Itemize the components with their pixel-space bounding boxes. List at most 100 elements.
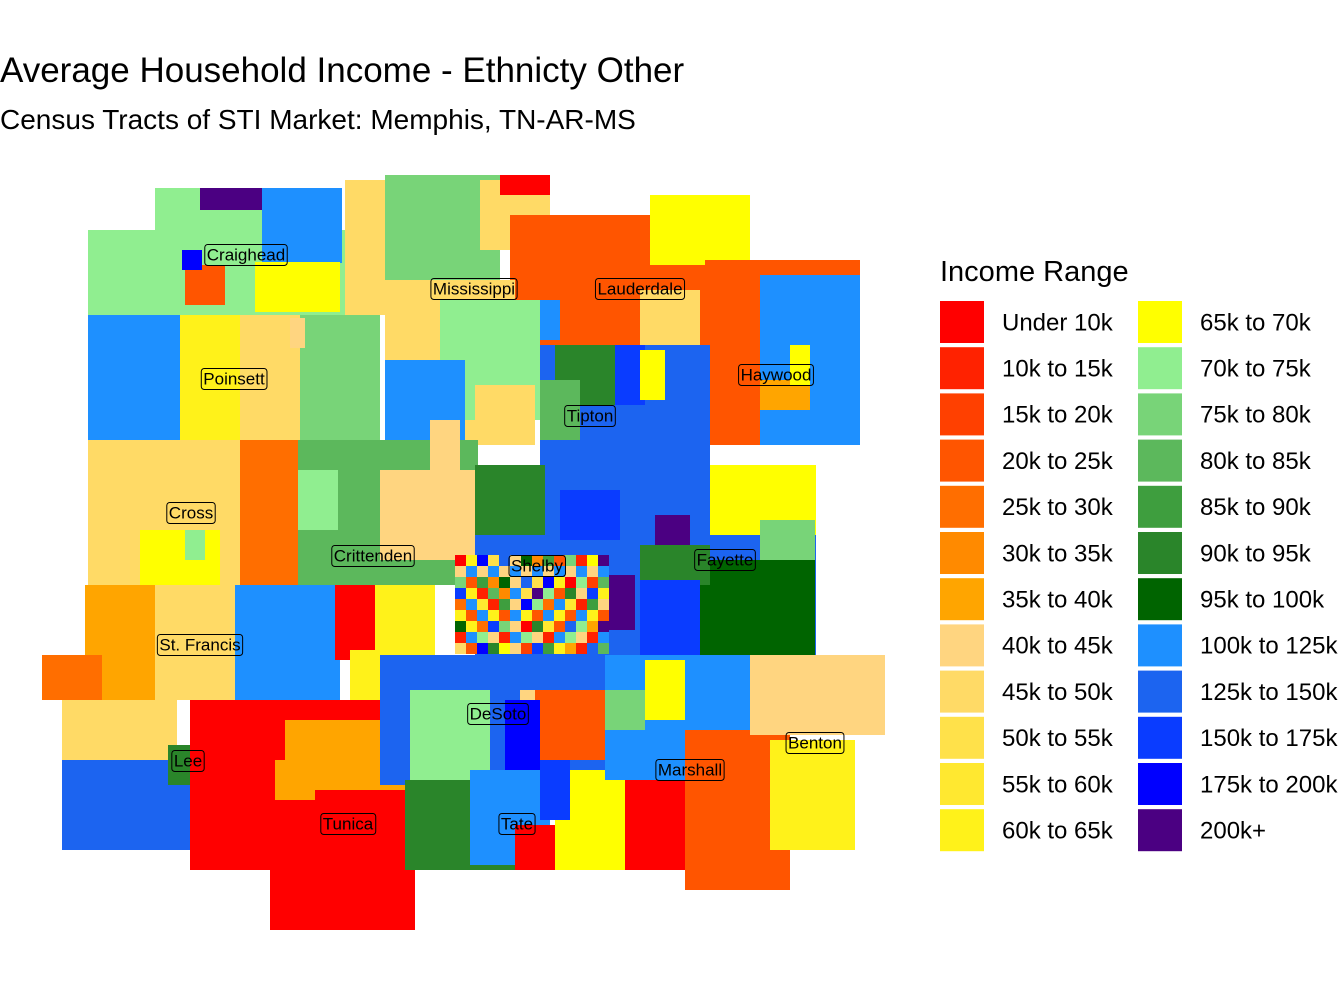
tract [488, 588, 499, 599]
tract [499, 610, 510, 621]
tract [598, 643, 609, 654]
tract [499, 588, 510, 599]
legend-swatch [940, 716, 984, 759]
tract [543, 632, 554, 643]
tract [598, 577, 609, 588]
county-label: Tunica [320, 812, 377, 835]
county-label: Cross [166, 501, 216, 524]
tract [455, 632, 466, 643]
tract [235, 585, 340, 700]
tract [488, 555, 499, 566]
tract [587, 577, 598, 588]
county-label-box [171, 749, 205, 772]
tract [155, 585, 235, 700]
county-name: Fayette [697, 550, 754, 569]
tract [477, 643, 488, 654]
tract [576, 599, 587, 610]
tract [587, 632, 598, 643]
tract [488, 632, 499, 643]
tract [488, 610, 499, 621]
county-name: Crittenden [334, 546, 412, 565]
tract [200, 188, 265, 210]
tract [587, 588, 598, 599]
county-label: Lauderdale [594, 277, 686, 300]
tract [521, 588, 532, 599]
tract [345, 180, 385, 315]
tract [475, 465, 545, 535]
county-label-box [694, 548, 756, 571]
tract [466, 632, 477, 643]
tract [521, 632, 532, 643]
county-label: Shelby [508, 554, 566, 577]
legend-swatch [940, 809, 984, 852]
tract [532, 555, 543, 566]
tract [499, 599, 510, 610]
tract [543, 621, 554, 632]
county-label: Benton [785, 731, 845, 754]
tract [554, 577, 565, 588]
legend-label: 175k to 200k [1200, 771, 1338, 798]
tract [565, 577, 576, 588]
tract [587, 599, 598, 610]
county-label-box [200, 367, 268, 390]
legend-label: 125k to 150k [1200, 679, 1338, 706]
county-name: Craighead [207, 245, 285, 264]
tract [499, 632, 510, 643]
tract [466, 599, 477, 610]
tract [576, 566, 587, 577]
county-name: Benton [788, 733, 842, 752]
tract [290, 318, 305, 348]
tract [466, 577, 477, 588]
tract [532, 577, 543, 588]
tract [488, 599, 499, 610]
tract [532, 566, 543, 577]
tract [587, 566, 598, 577]
tract [182, 250, 202, 270]
tract [532, 610, 543, 621]
tract [455, 577, 466, 588]
legend-swatch [1138, 670, 1182, 713]
tract [565, 610, 576, 621]
county-name: St. Francis [159, 635, 240, 654]
tract [640, 350, 665, 400]
tract [565, 621, 576, 632]
county-label: Fayette [694, 548, 756, 571]
legend-swatch [1138, 763, 1182, 805]
tract [750, 655, 885, 735]
tract [576, 588, 587, 599]
tract [576, 621, 587, 632]
tract [521, 621, 532, 632]
legend-label: 20k to 25k [1002, 448, 1114, 475]
tract [760, 520, 815, 560]
county-label-box [785, 731, 845, 754]
county-name: Poinsett [203, 369, 265, 388]
tract [598, 588, 609, 599]
county-name: Mississippi [433, 279, 515, 298]
tract [521, 555, 532, 566]
tract [466, 643, 477, 654]
legend-label: 45k to 50k [1002, 679, 1114, 706]
tract [576, 577, 587, 588]
tract [521, 577, 532, 588]
legend: Under 10k 10k to 15k 15k to 20k 20k to 25k 2… [940, 301, 1338, 852]
legend-label: 200k+ [1200, 818, 1266, 845]
tract [565, 555, 576, 566]
tract [410, 690, 490, 780]
legend-label: 95k to 100k [1200, 587, 1325, 614]
tract [455, 599, 466, 610]
tract [466, 588, 477, 599]
tract [477, 588, 488, 599]
legend-label: 65k to 70k [1200, 309, 1312, 336]
tract [510, 610, 521, 621]
county-label-box [594, 277, 686, 300]
tract [300, 315, 380, 440]
tract [532, 632, 543, 643]
tract [455, 621, 466, 632]
tract [598, 599, 609, 610]
county-name: Shelby [511, 556, 563, 575]
tract [532, 621, 543, 632]
tract [255, 262, 340, 312]
tract [565, 632, 576, 643]
legend-label: 60k to 65k [1002, 818, 1114, 845]
